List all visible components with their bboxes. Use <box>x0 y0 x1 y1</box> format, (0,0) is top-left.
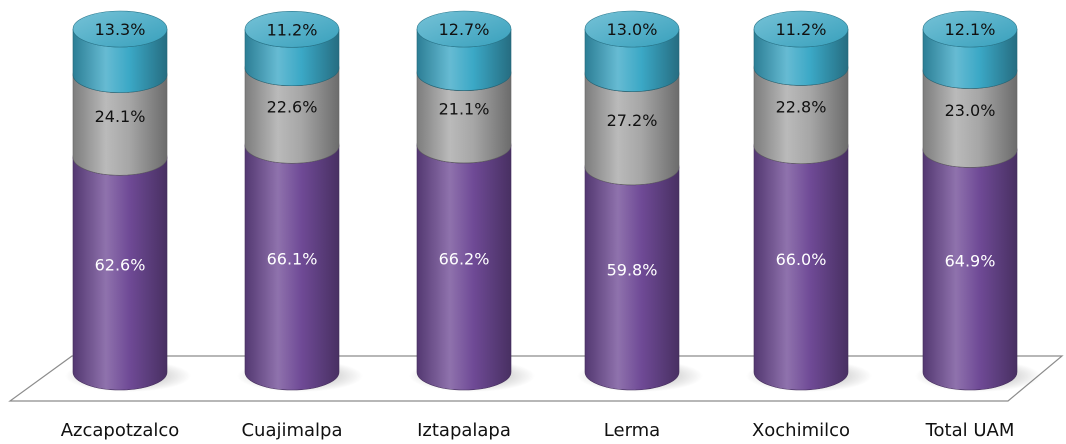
category-labels: Azcapotzalco Cuajimalpa Iztapalapa Lerma Xoc… <box>61 420 1015 441</box>
category-label: Total UAM <box>925 420 1015 441</box>
data-label: 64.9% <box>945 252 996 271</box>
bar-segment-top <box>922 10 1018 48</box>
bar-stack: 66.2% 21.1% 12.7% <box>409 10 535 392</box>
data-label: 27.2% <box>607 111 658 130</box>
data-label: 11.2% <box>267 20 318 39</box>
data-label: 13.3% <box>95 20 146 39</box>
data-label: 12.1% <box>945 20 996 39</box>
bar-segment-top <box>416 10 512 48</box>
data-label: 22.8% <box>776 98 827 117</box>
data-label: 66.2% <box>439 249 490 268</box>
bar-segment-top <box>72 10 168 48</box>
data-label: 11.2% <box>776 20 827 39</box>
bar-stack: 66.0% 22.8% 11.2% <box>746 10 872 392</box>
bar-stack: 64.9% 23.0% 12.1% <box>915 10 1041 392</box>
data-label: 13.0% <box>607 20 658 39</box>
bar-segment-top <box>753 10 849 48</box>
bars-group: 62.6% 24.1% 13.3% 66.1% 22.6% 11.2% 66.2% 21.1%… <box>65 10 1041 392</box>
data-label: 22.6% <box>267 98 318 117</box>
bar-stack: 62.6% 24.1% 13.3% <box>65 10 191 392</box>
category-label: Azcapotzalco <box>61 420 180 441</box>
category-label: Lerma <box>604 420 660 441</box>
category-label: Xochimilco <box>752 420 850 441</box>
category-label: Iztapalapa <box>417 420 511 441</box>
bar-stack: 59.8% 27.2% 13.0% <box>577 10 703 392</box>
data-label: 59.8% <box>607 260 658 279</box>
data-label: 23.0% <box>945 101 996 120</box>
data-label: 62.6% <box>95 256 146 275</box>
data-label: 66.0% <box>776 250 827 269</box>
data-label: 66.1% <box>267 250 318 269</box>
data-label: 24.1% <box>95 107 146 126</box>
data-label: 12.7% <box>439 20 490 39</box>
bar-stack: 66.1% 22.6% 11.2% <box>237 11 363 392</box>
bar-segment-top <box>584 10 680 48</box>
data-label: 21.1% <box>439 100 490 119</box>
category-label: Cuajimalpa <box>241 420 342 441</box>
bar-segment-top <box>244 11 340 48</box>
